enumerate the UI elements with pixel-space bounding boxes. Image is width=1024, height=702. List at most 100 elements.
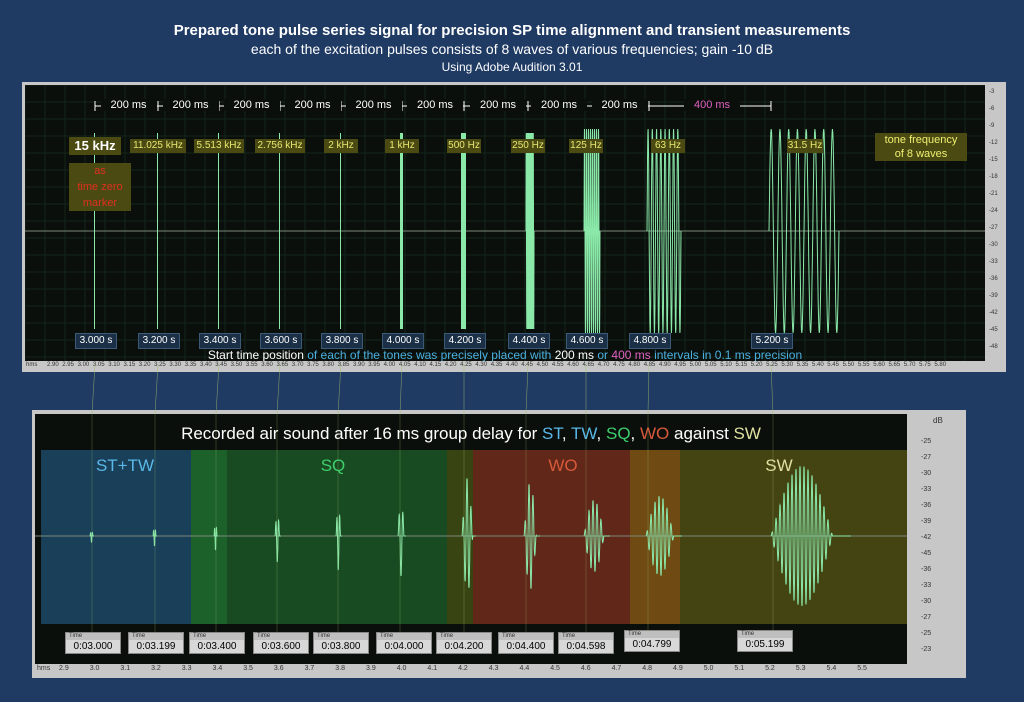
recorded-pulse-5 (397, 511, 406, 577)
bottom-ruler-unit: hms (37, 665, 51, 672)
bottom-ruler-tick-1: 3.0 (89, 665, 100, 672)
time-readout-value[interactable]: 0:03.800 (321, 641, 361, 652)
bottom-ruler-tick-26: 5.5 (857, 665, 867, 672)
top-scale-tick-11: -36 (989, 276, 998, 282)
top-scale-tick-14: -45 (989, 327, 998, 333)
top-amplitude-scale: -3 -6 -9 -12 -15 -18 -21 -24 -27 -30 -33 -36 -39 -42 -… (985, 85, 1005, 361)
time-readout-value[interactable]: 0:04.200 (444, 641, 484, 652)
bottom-db-scale: dB -25 -27 -30 -33 -36 -39 -42 -45 -36 -33 -30 -27 -… (907, 414, 963, 664)
time-readout-10: Time 0:05.199 (737, 630, 793, 652)
top-ruler-tick-20: 3.90 (353, 362, 365, 368)
frequency-label-7: 250 Hz (511, 139, 545, 153)
top-ruler-tick-31: 4.45 (521, 362, 533, 368)
time-readout-value[interactable]: 0:03.199 (136, 641, 176, 652)
tone-pulse-10 (768, 128, 840, 334)
recorded-title-suffix: against (669, 424, 734, 443)
top-ruler-tick-16: 3.70 (291, 362, 304, 368)
top-ruler-tick-28: 4.30 (475, 362, 488, 368)
top-scale-tick-12: -39 (989, 293, 998, 299)
interval-label-3: 200 ms (284, 99, 341, 111)
time-readout-7: Time 0:04.400 (498, 632, 554, 654)
footer-part-d: or (594, 348, 612, 361)
recorded-waveform-view[interactable]: ST+TW SQ WO SW Recorded air sound after 16 … (35, 414, 907, 664)
interval-label-0: 200 ms (100, 99, 157, 111)
start-time-label-2: 3.400 s (199, 333, 241, 349)
time-readout-value[interactable]: 0:03.400 (197, 641, 237, 652)
recorded-title-sq: SQ (605, 424, 631, 443)
top-ruler-tick-17: 3.75 (307, 362, 319, 368)
time-readout-8: Time 0:04.598 (558, 632, 614, 654)
top-ruler-tick-5: 3.15 (123, 362, 136, 368)
top-ruler-tick-36: 4.70 (597, 362, 610, 368)
recorded-pulse-1 (152, 529, 157, 547)
prepared-waveform (25, 85, 985, 361)
top-ruler-tick-22: 4.00 (383, 362, 396, 368)
top-ruler-tick-8: 3.30 (169, 362, 182, 368)
bottom-ruler-tick-19: 4.8 (642, 665, 653, 672)
time-readout-value[interactable]: 0:04.799 (632, 639, 672, 650)
top-ruler-tick-34: 4.60 (567, 362, 579, 368)
bottom-ruler-tick-8: 3.7 (304, 665, 315, 672)
placement-footer: Start time position of each of the tones… (25, 348, 985, 361)
top-ruler-tick-2: 3.00 (77, 362, 90, 368)
time-readout-header: Time (499, 633, 553, 640)
db-unit-label: dB (933, 416, 943, 425)
bottom-ruler-tick-2: 3.1 (120, 665, 131, 672)
bottom-ruler-tick-4: 3.3 (181, 665, 192, 672)
top-ruler-tick-21: 3.95 (368, 362, 380, 368)
software-note: Using Adobe Audition 3.01 (441, 60, 583, 74)
start-time-label-1: 3.200 s (138, 333, 180, 349)
time-readout-value[interactable]: 0:05.199 (745, 639, 785, 650)
time-readout-value[interactable]: 0:04.000 (384, 641, 424, 652)
bottom-ruler-tick-5: 3.4 (212, 665, 223, 672)
db-scale-tick-2: -30 (921, 470, 932, 477)
top-ruler-tick-37: 4.75 (613, 362, 625, 368)
frequency-label-10: 31.5 Hz (787, 139, 823, 153)
interval-label-1: 200 ms (162, 99, 219, 111)
tone-pulse-8 (583, 128, 601, 334)
recorded-pulse-2 (213, 526, 218, 551)
footer-part-a: Start time position (207, 348, 308, 361)
tone-pulse-3 (279, 133, 280, 329)
bottom-ruler-tick-17: 4.6 (580, 665, 591, 672)
prepared-waveform-view[interactable]: 200 ms 200 ms 200 ms 200 ms 200 ms 200 ms 200 … (25, 85, 985, 361)
top-ruler-tick-24: 4.10 (414, 362, 426, 368)
top-ruler-tick-32: 4.50 (536, 362, 549, 368)
time-readout-value[interactable]: 0:04.400 (506, 641, 546, 652)
top-ruler-tick-52: 5.50 (842, 362, 855, 368)
bottom-time-ruler[interactable]: hms 2.9 3.0 3.1 3.2 3.3 3.4 3.5 3.6 3.7 3.8 3.9 4.0… (35, 664, 907, 676)
interval-label-7: 200 ms (531, 99, 587, 111)
time-readout-value[interactable]: 0:03.600 (261, 641, 301, 652)
tone-pulse-0 (94, 133, 95, 329)
bottom-ruler-tick-23: 5.2 (765, 665, 775, 672)
prepared-signal-window: 200 ms 200 ms 200 ms 200 ms 200 ms 200 ms 200 … (22, 82, 1006, 372)
bottom-ruler-tick-12: 4.1 (427, 665, 438, 672)
top-scale-tick-4: -15 (989, 157, 998, 163)
top-ruler-tick-27: 4.25 (460, 362, 472, 368)
tone-pulse-1 (157, 133, 158, 329)
bottom-ruler-tick-25: 5.4 (826, 665, 837, 672)
tone-frequency-legend: tone frequency of 8 waves (875, 133, 967, 161)
interval-label-9: 400 ms (684, 99, 740, 111)
time-readout-value[interactable]: 0:04.598 (566, 641, 606, 652)
top-time-ruler[interactable]: hms 2.90 2.95 3.00 3.05 3.10 3.15 3.20 3.25 3.30… (25, 361, 985, 371)
band-0 (41, 450, 191, 624)
top-ruler-tick-10: 3.40 (200, 362, 212, 368)
start-time-label-8: 4.600 s (566, 333, 608, 349)
top-scale-tick-13: -42 (989, 310, 998, 316)
interval-label-4: 200 ms (345, 99, 402, 111)
top-ruler-tick-29: 4.35 (490, 362, 503, 368)
recorded-title: Recorded air sound after 16 ms group del… (35, 424, 907, 444)
frequency-label-4: 2 kHz (324, 139, 358, 153)
time-readout-header: Time (66, 633, 120, 640)
start-time-label-7: 4.400 s (508, 333, 550, 349)
page-subtitle: each of the excitation pulses consists o… (250, 41, 774, 57)
recorded-waveform (35, 466, 907, 607)
time-readout-value[interactable]: 0:03.000 (73, 641, 113, 652)
top-ruler-tick-48: 5.30 (781, 362, 794, 368)
tone-pulse-4 (340, 133, 341, 329)
group-label-0: ST+TW (95, 456, 155, 475)
bottom-ruler-tick-6: 3.5 (243, 665, 253, 672)
top-ruler-tick-49: 5.35 (796, 362, 809, 368)
top-ruler-tick-57: 5.75 (919, 362, 931, 368)
